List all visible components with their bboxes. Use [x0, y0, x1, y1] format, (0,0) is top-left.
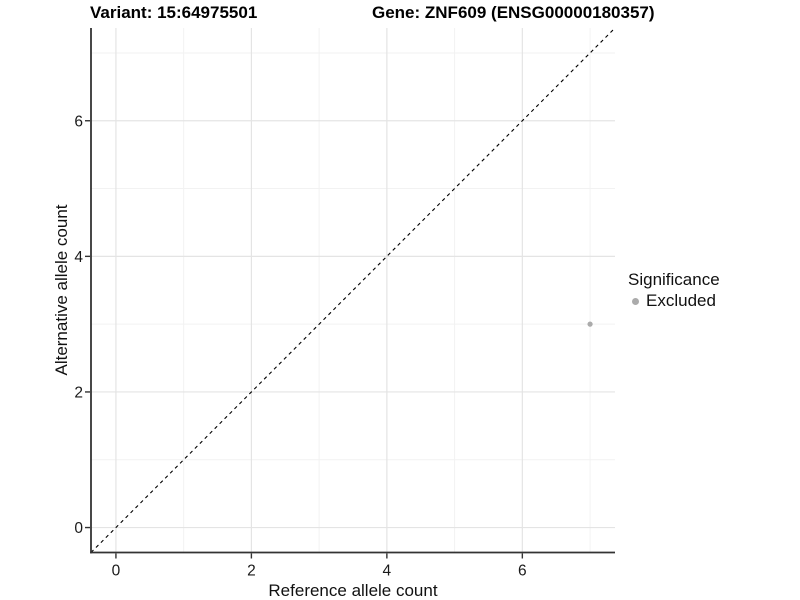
y-tick-label: 4 [74, 249, 83, 266]
identity-line [90, 27, 616, 553]
y-tick-label: 2 [74, 384, 83, 401]
x-tick-label: 0 [112, 563, 121, 580]
x-tick-label: 6 [518, 563, 527, 580]
plot-title-gene: Gene: ZNF609 (ENSG00000180357) [372, 3, 655, 22]
legend-title: Significance [628, 270, 720, 289]
data-point [587, 321, 593, 327]
y-axis-title: Alternative allele count [52, 204, 71, 376]
legend-point-icon [632, 297, 639, 305]
legend-item-label: Excluded [646, 291, 716, 310]
legend-item-excluded: Excluded [628, 291, 720, 311]
plot-title-variant: Variant: 15:64975501 [90, 3, 258, 22]
x-tick-label: 2 [247, 563, 256, 580]
y-tick-label: 6 [74, 113, 83, 130]
y-tick-label: 0 [74, 520, 83, 537]
legend: Significance Excluded [628, 270, 720, 311]
x-axis-title: Reference allele count [268, 581, 438, 600]
x-tick-label: 4 [383, 563, 392, 580]
